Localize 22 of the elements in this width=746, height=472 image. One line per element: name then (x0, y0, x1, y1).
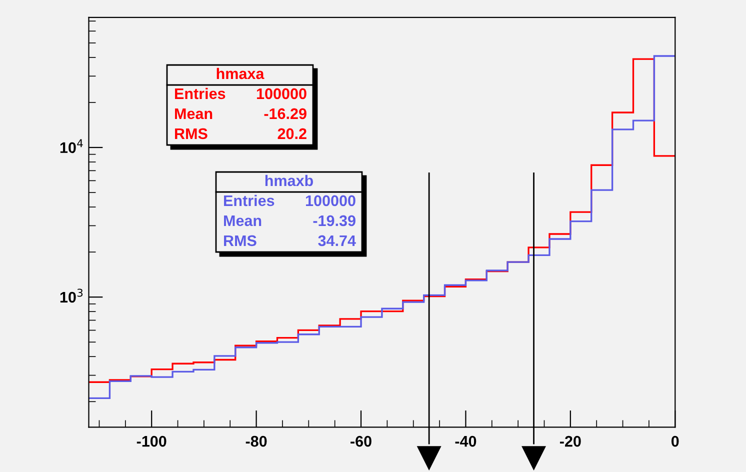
text: hmaxb (265, 174, 313, 186)
text: 20.2 (278, 128, 306, 140)
text: -16.29 (264, 108, 306, 120)
text: Entries (175, 88, 226, 100)
text: RMS (175, 128, 208, 140)
text: -19.39 (313, 215, 356, 226)
x-tick-label: -60 (350, 436, 372, 447)
text: 100000 (256, 88, 306, 100)
text: RMS (224, 235, 256, 246)
text: hmaxa (216, 68, 264, 80)
y-tick-label: 10$^{3}$ (60, 288, 83, 303)
x-tick-label: -20 (560, 436, 581, 447)
x-tick-label: -80 (246, 436, 267, 447)
x-tick-label: -40 (455, 436, 476, 447)
text: Mean (175, 108, 212, 120)
text: Entries (224, 194, 274, 206)
text: Mean (224, 215, 262, 226)
x-tick-label: -100 (136, 436, 166, 447)
text: 100000 (306, 195, 356, 206)
text: 34.74 (318, 235, 356, 246)
y-tick-label: 10$^{4}$ (60, 139, 83, 154)
x-tick-label: 0 (671, 436, 679, 447)
